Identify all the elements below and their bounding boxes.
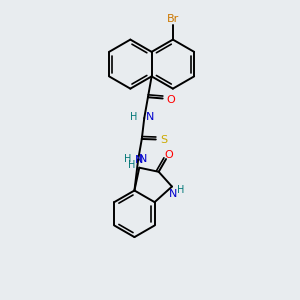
Text: O: O bbox=[164, 150, 173, 160]
Text: S: S bbox=[160, 135, 167, 145]
Text: N: N bbox=[135, 155, 143, 165]
Text: H: H bbox=[124, 154, 131, 164]
Text: O: O bbox=[166, 95, 175, 105]
Text: H: H bbox=[177, 185, 184, 195]
Text: N: N bbox=[140, 154, 148, 164]
Text: H: H bbox=[128, 160, 135, 170]
Text: Br: Br bbox=[167, 14, 179, 24]
Text: H: H bbox=[130, 112, 137, 122]
Text: N: N bbox=[146, 112, 154, 122]
Text: N: N bbox=[169, 189, 177, 199]
